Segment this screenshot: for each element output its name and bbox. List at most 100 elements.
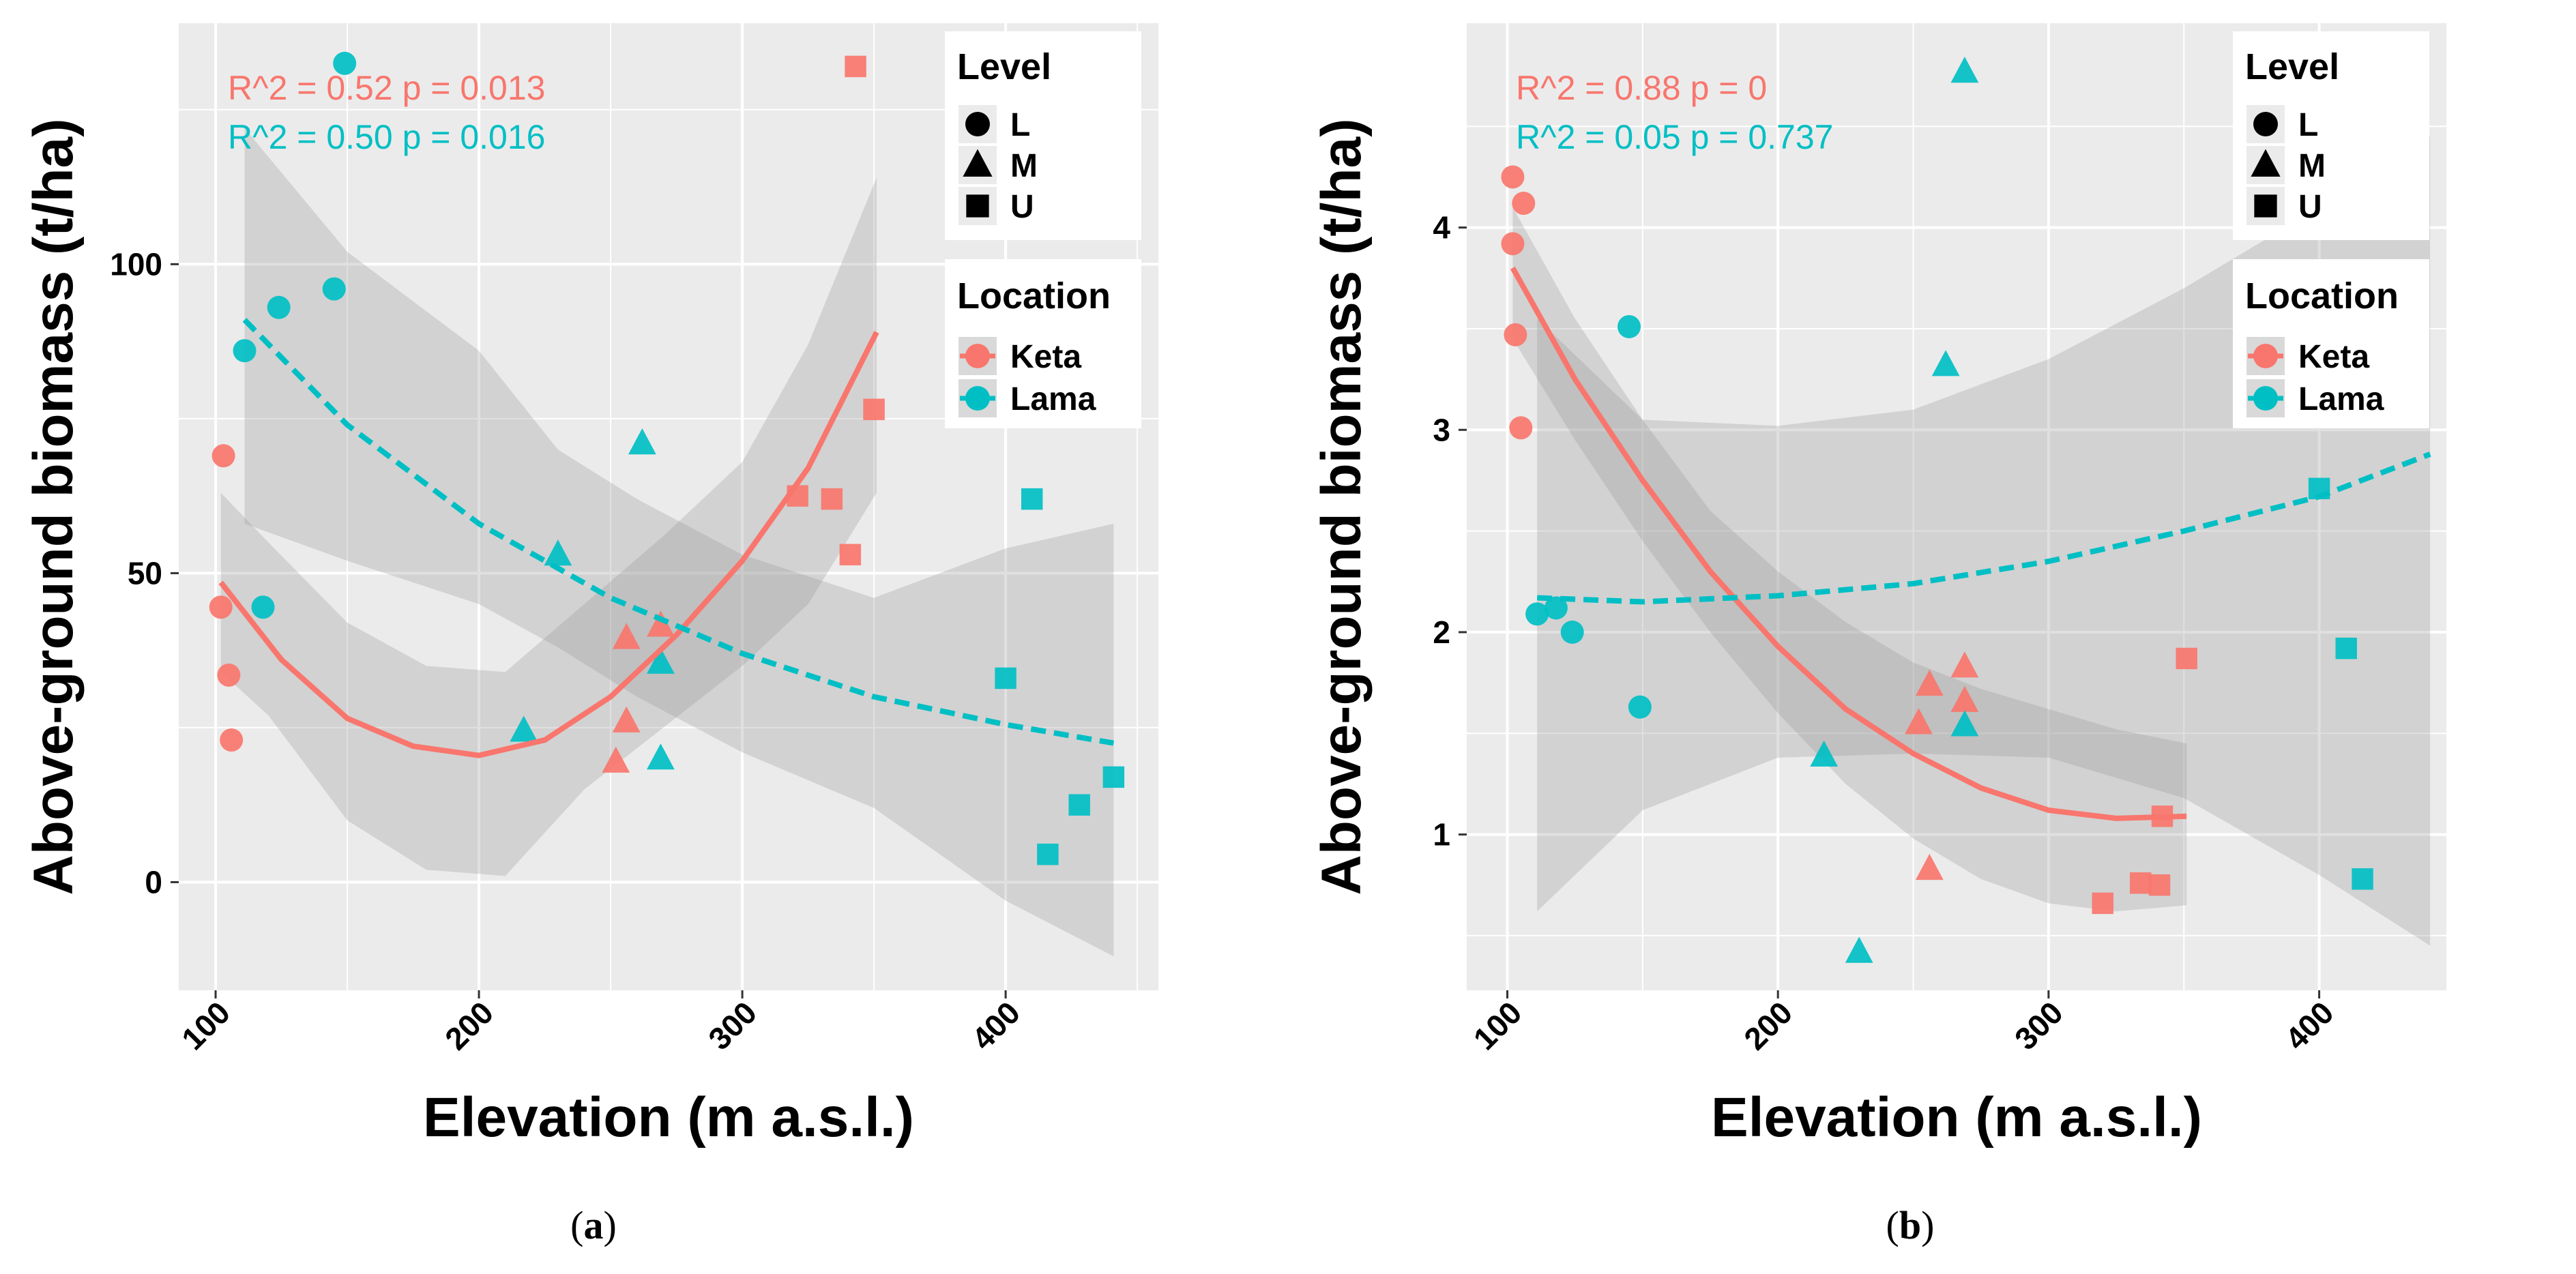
data-point <box>220 728 244 752</box>
data-point <box>544 539 572 566</box>
legend-level-label: U <box>2298 189 2322 225</box>
legend-level-title: Level <box>957 46 1051 87</box>
data-point <box>1525 602 1549 626</box>
data-point <box>1950 685 1979 712</box>
stat-annotation-keta: R^2 = 0.52 p = 0.013 <box>228 69 545 107</box>
data-point <box>209 595 233 619</box>
y-tick-label: 1 <box>1433 817 1450 853</box>
y-tick-label: 50 <box>128 555 162 591</box>
data-point <box>322 277 346 301</box>
legend-shape-square <box>966 194 989 218</box>
fit-line-lama <box>242 318 1115 746</box>
y-tick-label: 100 <box>110 246 162 282</box>
data-point <box>863 398 885 421</box>
data-point <box>2148 874 2171 896</box>
x-tick-label: 200 <box>438 994 500 1056</box>
y-axis-title: Above-ground biomass (t/ha) <box>1311 119 1373 895</box>
data-point <box>602 746 630 773</box>
figure-caption: (b) <box>1886 1203 1935 1247</box>
fit-line-keta <box>1510 266 2187 821</box>
legend-shape-circle <box>965 112 990 136</box>
confidence-band-keta <box>1512 207 2187 912</box>
data-point <box>647 647 675 674</box>
legend-shape-square <box>2254 194 2277 218</box>
stat-annotation-lama: R^2 = 0.50 p = 0.016 <box>228 118 545 156</box>
legend-level-label: M <box>2298 148 2326 184</box>
data-point <box>233 339 257 363</box>
legend-level-label: L <box>2298 107 2318 143</box>
series-keta <box>1501 165 2197 915</box>
data-point <box>1628 695 1652 719</box>
chart-svg-a: R^2 = 0.52 p = 0.013 R^2 = 0.50 p = 0.016… <box>23 23 1158 1247</box>
data-point <box>1509 416 1533 440</box>
data-point <box>612 706 641 732</box>
x-tick-label: 300 <box>2008 994 2070 1056</box>
data-point <box>251 595 275 619</box>
data-point <box>2130 872 2152 894</box>
data-point <box>1501 232 1525 256</box>
chart-panel-b: R^2 = 0.88 p = 0 R^2 = 0.05 p = 0.737 Leve… <box>1288 0 2576 1274</box>
legend-location-title: Location <box>957 276 1111 316</box>
fit-line-keta <box>218 331 879 758</box>
confidence-band-lama <box>1537 136 2431 946</box>
data-point <box>612 623 641 649</box>
data-point <box>1931 350 1960 376</box>
data-point <box>1504 323 1527 346</box>
legend-level-label: L <box>1010 107 1030 143</box>
data-point <box>1544 596 1568 620</box>
legend-swatch-lama <box>2253 386 2278 411</box>
legend-shape-triangle <box>2251 149 2281 177</box>
y-tick-label: 0 <box>145 864 162 900</box>
data-point <box>2335 637 2357 660</box>
data-point <box>1618 314 1641 338</box>
stat-annotation-lama: R^2 = 0.05 p = 0.737 <box>1516 118 1833 156</box>
legend-location-label: Lama <box>2298 381 2384 417</box>
x-tick-label: 100 <box>175 994 237 1056</box>
data-point <box>1037 843 1059 865</box>
data-point <box>1845 936 1873 963</box>
legend-location-label: Keta <box>1010 339 1081 375</box>
x-tick-label: 300 <box>701 994 763 1056</box>
data-point <box>2352 868 2373 890</box>
data-point <box>1915 669 1944 696</box>
chart-svg-b: R^2 = 0.88 p = 0 R^2 = 0.05 p = 0.737 Leve… <box>1311 23 2446 1247</box>
data-point <box>995 667 1016 690</box>
legend-location-label: Keta <box>2298 339 2369 375</box>
data-point <box>1950 710 1979 737</box>
y-tick-label: 3 <box>1433 412 1450 447</box>
data-point <box>647 610 675 637</box>
data-point <box>1512 192 1536 216</box>
data-point <box>2092 892 2113 915</box>
data-point <box>1950 57 1979 83</box>
chart-panel-a: R^2 = 0.52 p = 0.013 R^2 = 0.50 p = 0.016… <box>23 23 1158 1247</box>
data-point <box>1068 794 1090 816</box>
data-point <box>647 743 675 770</box>
data-point <box>821 488 843 510</box>
legend-shape-circle <box>2253 112 2278 136</box>
legend-level-label: U <box>1010 189 1034 225</box>
data-point <box>845 55 866 78</box>
data-point <box>510 715 538 742</box>
figure-caption: (a) <box>570 1203 617 1247</box>
x-tick-label: 100 <box>1467 994 1529 1056</box>
data-point <box>333 51 357 75</box>
data-point <box>2176 647 2197 670</box>
legend-swatch-keta <box>2253 344 2278 368</box>
x-tick-label: 400 <box>965 994 1027 1056</box>
data-point <box>1905 708 1933 735</box>
data-point <box>1102 766 1125 788</box>
data-point <box>628 428 656 455</box>
confidence-band-keta <box>220 177 877 876</box>
confidence-band-lama <box>244 128 1114 957</box>
legend-swatch-lama <box>965 386 990 411</box>
x-tick-label: 200 <box>1737 994 1799 1056</box>
data-point <box>1915 853 1944 880</box>
series-lama <box>233 51 1125 865</box>
data-point <box>1810 740 1839 767</box>
y-axis-title: Above-ground biomass (t/ha) <box>23 119 85 895</box>
legend-location-title: Location <box>2245 276 2399 316</box>
legend-level-title: Level <box>2245 46 2339 87</box>
data-point <box>1950 651 1979 678</box>
data-point <box>217 663 241 687</box>
data-point <box>839 544 862 565</box>
